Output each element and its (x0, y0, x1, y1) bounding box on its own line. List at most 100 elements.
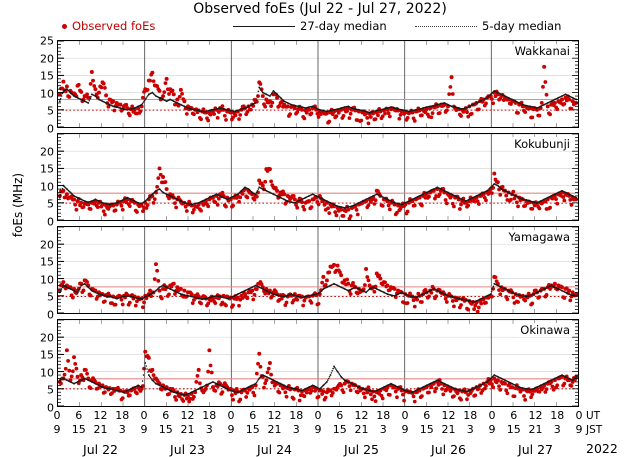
x-axis-date-label: Jul 25 (344, 442, 379, 457)
x-tick-jst: 21 (441, 423, 456, 436)
x-tick-ut: 0 (53, 409, 61, 422)
x-tick-jst: 9 (488, 423, 496, 436)
legend-item-27day-median: 27-day median (233, 19, 387, 33)
x-tick-jst: 9 (314, 423, 322, 436)
legend-item-5day-median: 5-day median (415, 19, 561, 33)
dotted-line-icon (415, 25, 477, 27)
y-tick-label: 10 (40, 273, 54, 287)
x-tick-ut: 0 (401, 409, 409, 422)
plot-area (58, 41, 578, 127)
legend: Observed foEs 27-day median 5-day median (0, 19, 640, 35)
x-axis-date-label: Jul 26 (431, 442, 466, 457)
plot-panel-yamagawa: Yamagawa 0 5 10 15 20 (40, 226, 579, 321)
x-tick-jst: 15 (332, 423, 347, 436)
x-tick-jst: 9 (53, 423, 61, 436)
x-tick-jst: 15 (245, 423, 260, 436)
x-tick-jst: 15 (506, 423, 521, 436)
x-tick-jst: 9 (227, 423, 235, 436)
panel-station-label: Kokubunji (512, 137, 572, 151)
y-axis-label: foEs (MHz) (11, 172, 25, 238)
y-tick-label: 5 (47, 290, 54, 304)
y-tick-label: 15 (40, 162, 54, 176)
y-tick-label: 20 (40, 331, 54, 345)
y-tick-label: 15 (40, 348, 54, 362)
y-tick-label: 0 (47, 122, 54, 136)
x-tick-ut: 6 (162, 409, 170, 422)
x-tick-jst: 21 (180, 423, 195, 436)
x-axis-date-label: Jul 27 (518, 442, 553, 457)
y-tick-label: 10 (40, 180, 54, 194)
x-tick-jst: 3 (292, 423, 300, 436)
panel-station-label: Yamagawa (506, 230, 572, 244)
x-axis-date-label: Jul 24 (257, 442, 292, 457)
y-tick-label: 20 (40, 145, 54, 159)
plot-panel-wakkanai: Wakkanai 0 5 10 15 20 25 (40, 36, 579, 135)
x-tick-ut: 12 (267, 409, 282, 422)
x-axis-date-label: Jul 22 (83, 442, 118, 457)
plot-panel-kokubunji: Kokubunji 0 5 10 15 20 (40, 133, 579, 228)
plot-area (58, 227, 578, 313)
x-tick-jst: 3 (205, 423, 213, 436)
y-tick-label: 0 (47, 215, 54, 229)
x-tick-jst: 9 (575, 423, 583, 436)
solid-line-icon (233, 25, 295, 27)
x-tick-ut: 0 (314, 409, 322, 422)
legend-item-observed: Observed foEs (62, 19, 155, 33)
y-tick-label: 5 (47, 104, 54, 118)
x-tick-ut: 6 (510, 409, 518, 422)
legend-label-observed: Observed foEs (72, 19, 156, 33)
x-tick-ut: 12 (180, 409, 195, 422)
x-tick-ut: 6 (336, 409, 344, 422)
y-tick-label: 15 (40, 255, 54, 269)
x-axis-jst-label: JST (586, 424, 603, 436)
y-tick-label: 20 (40, 238, 54, 252)
y-tick-label: 0 (47, 308, 54, 322)
legend-label-5day: 5-day median (482, 19, 562, 33)
x-axis-year-label: 2022 (586, 441, 618, 456)
legend-label-27day: 27-day median (300, 19, 387, 33)
x-tick-jst: 21 (528, 423, 543, 436)
y-tick-label: 20 (40, 52, 54, 66)
x-tick-ut: 0 (488, 409, 496, 422)
x-tick-jst: 3 (118, 423, 126, 436)
y-tick-label: 0 (47, 401, 54, 415)
x-tick-ut: 6 (249, 409, 257, 422)
x-tick-ut: 6 (423, 409, 431, 422)
y-tick-label: 15 (40, 69, 54, 83)
x-tick-ut: 18 (550, 409, 565, 422)
x-axis-ut-label: UT (586, 410, 601, 422)
x-axis-date-label: Jul 23 (170, 442, 205, 457)
x-tick-jst: 21 (93, 423, 108, 436)
observed-dot-icon (62, 23, 67, 29)
page-title: Observed foEs (Jul 22 - Jul 27, 2022) (193, 1, 447, 17)
x-tick-ut: 12 (93, 409, 108, 422)
plot-panel-okinawa: Okinawa 0 5 10 15 20 (40, 319, 579, 414)
y-tick-label: 5 (47, 197, 54, 211)
y-tick-label: 10 (40, 87, 54, 101)
x-tick-ut: 18 (289, 409, 304, 422)
x-tick-ut: 18 (463, 409, 478, 422)
panel-station-label: Wakkanai (512, 44, 572, 58)
x-axis: 0 9 6 15 12 21 18 3 0 9 6 15 12 21 18 3 0 9 6 15 12 21 18 3 0 9 6 1… (53, 409, 583, 457)
y-tick-label: 10 (40, 366, 54, 380)
y-tick-label: 5 (47, 383, 54, 397)
x-tick-jst: 3 (379, 423, 387, 436)
y-tick-label: 25 (40, 34, 54, 48)
x-tick-ut: 12 (354, 409, 369, 422)
x-tick-jst: 3 (466, 423, 474, 436)
panel-station-label: Okinawa (518, 323, 572, 337)
plot-area (58, 320, 578, 406)
plot-area (58, 134, 578, 220)
x-tick-ut: 6 (75, 409, 83, 422)
x-tick-jst: 21 (354, 423, 369, 436)
x-tick-ut: 12 (528, 409, 543, 422)
x-tick-ut: 18 (376, 409, 391, 422)
x-tick-jst: 15 (71, 423, 86, 436)
x-tick-jst: 9 (140, 423, 148, 436)
x-tick-ut: 0 (575, 409, 583, 422)
x-tick-ut: 0 (227, 409, 235, 422)
x-tick-jst: 15 (419, 423, 434, 436)
x-tick-ut: 12 (441, 409, 456, 422)
x-tick-jst: 21 (267, 423, 282, 436)
x-tick-jst: 9 (401, 423, 409, 436)
